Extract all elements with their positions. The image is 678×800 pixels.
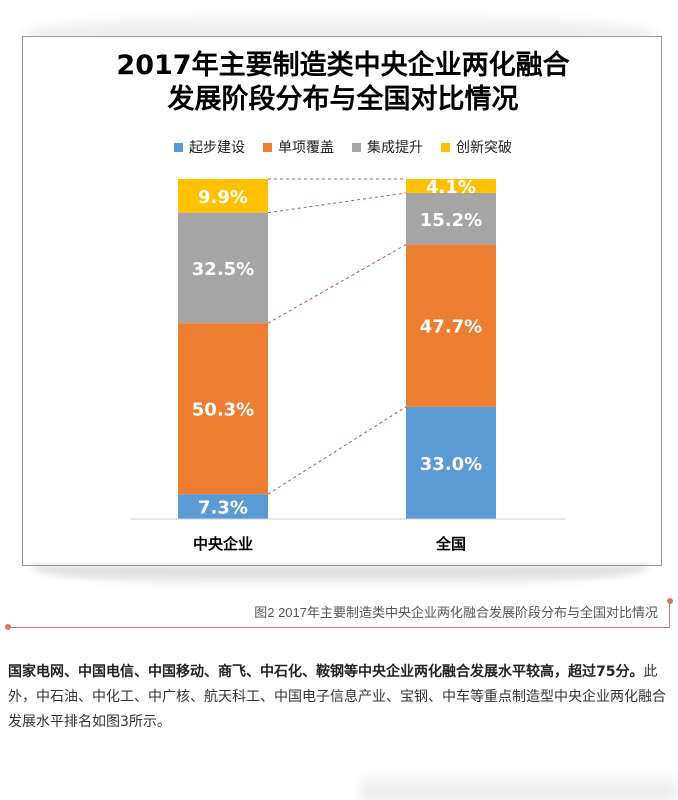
legend-swatch bbox=[174, 142, 183, 152]
legend-label: 起步建设 bbox=[189, 140, 245, 156]
chart-title-line1: 2017年主要制造类中央企业两化融合 bbox=[116, 50, 570, 81]
legend-label: 单项覆盖 bbox=[278, 140, 334, 156]
bar-segment bbox=[406, 244, 496, 407]
caption-dot-top bbox=[667, 598, 673, 604]
paragraph-normal-text: 此外，中石油、中化工、中广核、航天科工、中国电子信息产业、宝钢、中车等重点制造型… bbox=[8, 664, 666, 730]
caption-vertical-line bbox=[669, 602, 670, 628]
chart-plot: 7.3% 50.3% 32.5% 9.9% 33.0% 47.7% 15.2% 4.1% 中央企… bbox=[131, 177, 565, 553]
legend-item: 创新突破 bbox=[441, 137, 512, 157]
category-label: 全国 bbox=[435, 535, 466, 553]
figure-caption: 图2 2017年主要制造类中央企业两化融合发展阶段分布与全国对比情况 bbox=[254, 605, 658, 620]
chart-legend: 起步建设 单项覆盖 集成提升 创新突破 bbox=[23, 137, 663, 157]
legend-swatch bbox=[263, 142, 272, 152]
bar-segment bbox=[178, 179, 268, 213]
legend-swatch bbox=[352, 142, 361, 152]
chart-title-line2: 发展阶段分布与全国对比情况 bbox=[167, 84, 519, 115]
legend-item: 集成提升 bbox=[352, 137, 423, 157]
chart-frame: 2017年主要制造类中央企业两化融合 发展阶段分布与全国对比情况 起步建设 单项覆… bbox=[22, 36, 662, 566]
legend-item: 单项覆盖 bbox=[263, 137, 334, 157]
data-label: 47.7% bbox=[420, 317, 482, 338]
bar-segment bbox=[406, 179, 496, 193]
data-label: 9.9% bbox=[198, 187, 248, 208]
paragraph-bold-text: 国家电网、中国电信、中国移动、商飞、中石化、鞍钢等中央企业两化融合发展水平较高，… bbox=[8, 664, 644, 680]
legend-label: 创新突破 bbox=[456, 140, 512, 156]
bar-segment bbox=[406, 406, 496, 519]
category-label: 中央企业 bbox=[193, 535, 253, 553]
data-label: 32.5% bbox=[192, 259, 254, 280]
data-label: 15.2% bbox=[420, 210, 482, 231]
caption-dot-left bbox=[5, 624, 11, 630]
bottom-right-shadow bbox=[360, 770, 678, 800]
bar-segment bbox=[406, 192, 496, 245]
caption-horizontal-line bbox=[8, 627, 670, 628]
bar-segment bbox=[178, 323, 268, 495]
legend-label: 集成提升 bbox=[367, 140, 423, 156]
connector-line bbox=[267, 244, 407, 324]
legend-item: 起步建设 bbox=[174, 137, 245, 157]
data-label: 7.3% bbox=[198, 498, 248, 519]
data-label: 50.3% bbox=[192, 400, 254, 421]
figure-caption-block: 图2 2017年主要制造类中央企业两化融合发展阶段分布与全国对比情况 bbox=[5, 598, 674, 630]
bottom-shadow bbox=[30, 566, 650, 588]
data-label: 4.1% bbox=[426, 177, 476, 198]
connector-line bbox=[267, 406, 407, 495]
bar-segment bbox=[178, 212, 268, 324]
bar-segment bbox=[178, 494, 268, 519]
legend-swatch bbox=[441, 142, 450, 152]
article-paragraph: 国家电网、中国电信、中国移动、商飞、中石化、鞍钢等中央企业两化融合发展水平较高，… bbox=[8, 660, 670, 735]
data-label: 33.0% bbox=[420, 454, 482, 475]
connector-line bbox=[267, 192, 407, 214]
